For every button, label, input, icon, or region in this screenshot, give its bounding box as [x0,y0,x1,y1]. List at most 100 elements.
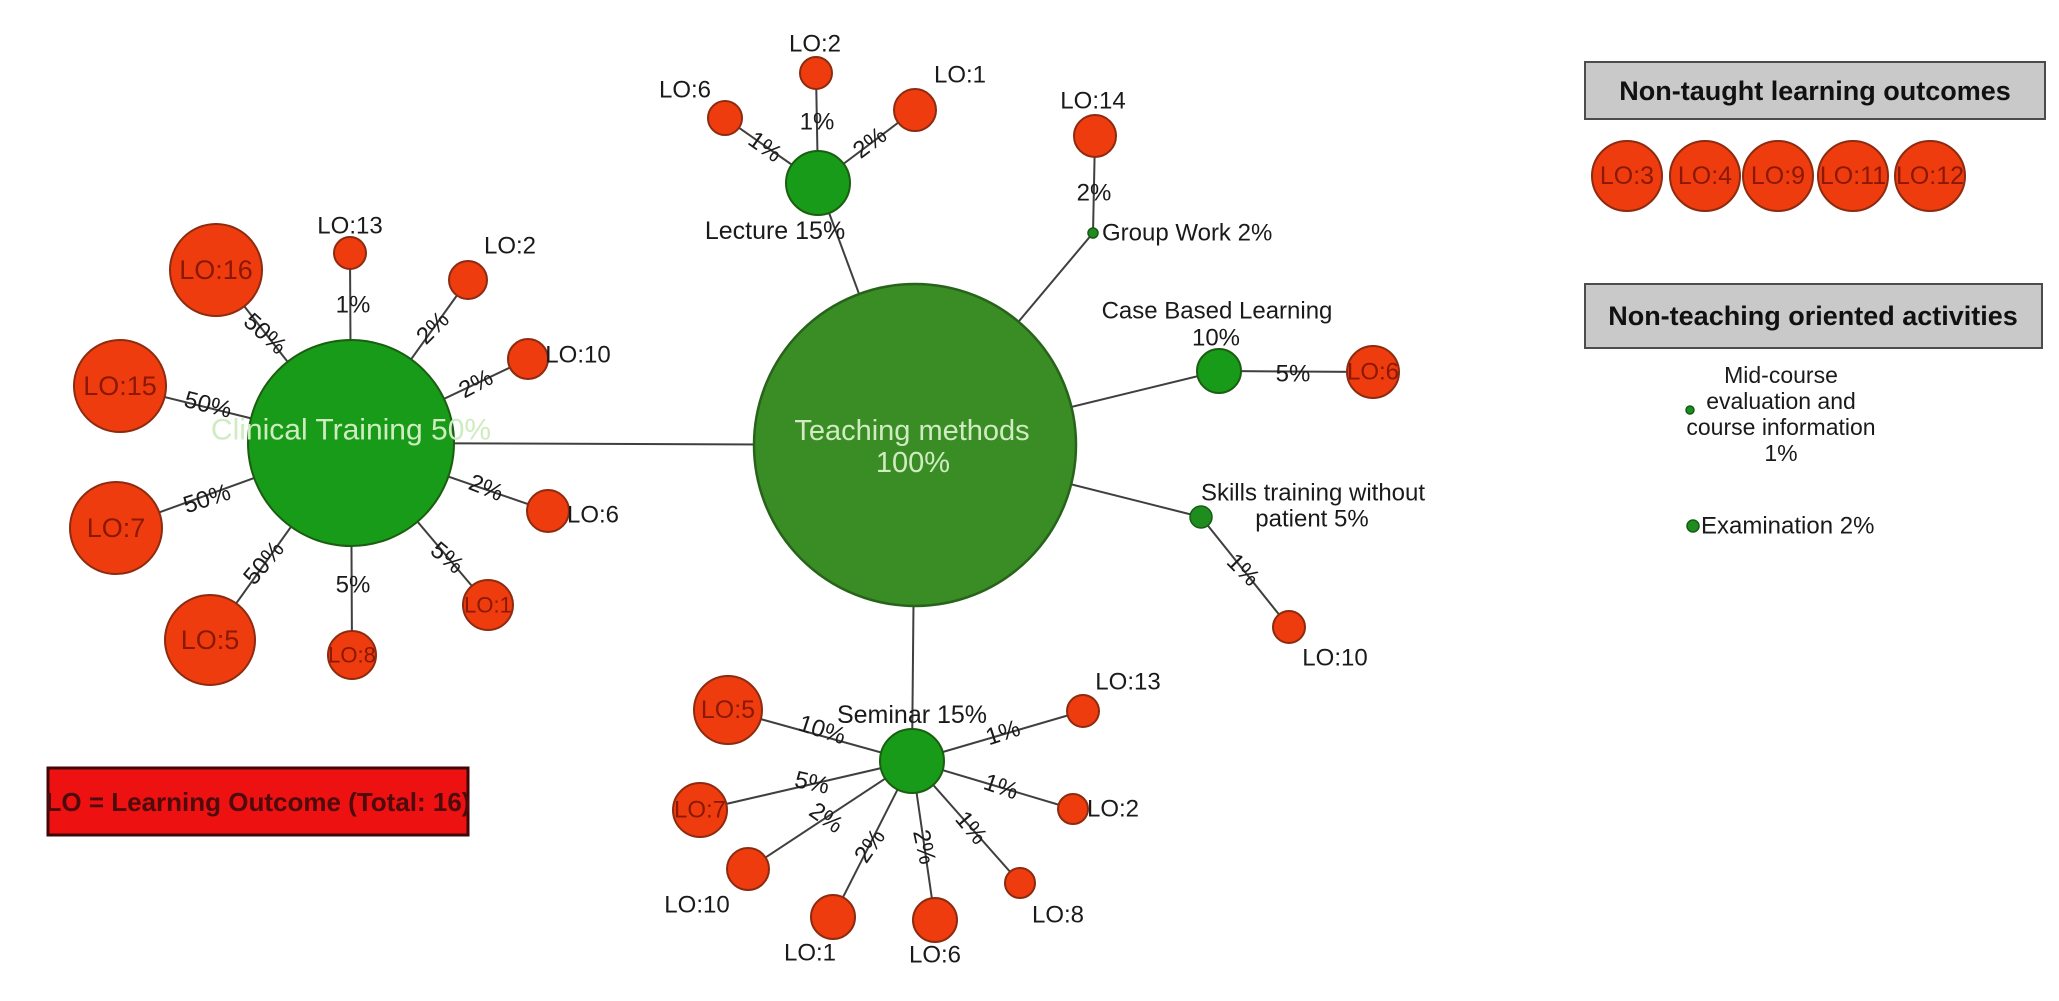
legend-box-label: LO = Learning Outcome (Total: 16) [46,787,471,817]
node-ct-lo8 [327,630,377,680]
label-gw-lo14: LO:14 [1060,88,1125,115]
non-taught-header [1584,61,2046,120]
label-nt-lo4: LO:4 [1678,162,1732,190]
elabel-cbl-lo6: 5% [1276,361,1311,388]
node-ct-lo16 [169,223,263,317]
node-ct-lo15 [73,339,167,433]
node-sem-lo6 [912,897,958,943]
node-gw-lo14 [1073,114,1117,158]
node-sem-lo10 [726,847,770,891]
node-skills-training-dot [1189,505,1213,529]
elabel-sem-lo7: 5% [792,766,832,800]
label-sem-lo10: LO:10 [664,892,729,919]
label-ct-lo10: LO:10 [545,342,610,369]
label-ct-lo2: LO:2 [484,233,536,260]
node-examination-dot [1686,519,1700,533]
label-sem-lo5: LO:5 [701,696,755,724]
label-ct-lo5: LO:5 [181,625,240,655]
node-group-work-dot [1087,227,1099,239]
node-sem-lo1 [810,894,856,940]
label-sem-lo8: LO:8 [1032,902,1084,929]
elabel-ct-lo10: 2% [454,364,497,404]
non-teaching-header-label: Non-teaching oriented activities [1608,301,2018,331]
label-teaching-methods: Teaching methods [794,415,1029,447]
node-nt-lo12 [1894,140,1966,212]
node-sem-lo2 [1057,793,1089,825]
node-lecture [785,150,851,216]
node-lec-lo1 [893,88,937,132]
node-midcourse-dot [1685,405,1695,415]
node-cbl-lo6 [1346,345,1400,399]
label-midcourse-line1: Mid-course [1724,362,1838,388]
label-ct-lo1: LO:1 [464,593,512,618]
label-nt-lo3: LO:3 [1600,162,1654,190]
elabel-sem-lo1: 2% [849,824,891,868]
node-ct-lo13 [333,236,367,270]
elabel-ct-lo6: 2% [465,469,507,507]
node-nt-lo9 [1742,140,1814,212]
elabel-ct-lo16: 50% [238,308,292,360]
label-sem-lo13: LO:13 [1095,669,1160,696]
elabel-ct-lo15: 50% [181,386,234,424]
node-ct-lo6 [526,489,570,533]
label-nt-lo11: LO:11 [1820,162,1886,190]
elabel-ct-lo13: 1% [336,292,371,319]
elabel-lec-lo1: 2% [848,122,892,164]
elabel-sem-lo10: 2% [804,797,848,839]
elabel-ct-lo2: 2% [411,306,455,350]
label-seminar: Seminar 15% [837,701,987,729]
node-ct-lo2 [448,260,488,300]
node-nt-lo11 [1817,140,1889,212]
label-sem-lo7: LO:7 [674,797,726,824]
node-sem-lo8 [1004,867,1036,899]
label-lec-lo1: LO:1 [934,62,986,89]
label-sem-lo1: LO:1 [784,940,836,967]
elabel-sem-lo2: 1% [980,769,1022,806]
label-ct-lo7: LO:7 [87,513,146,543]
elabel-ct-lo7: 50% [180,479,234,520]
node-case-based-learning [1196,348,1242,394]
node-sem-lo7 [672,782,728,838]
label-midcourse-line4: 1% [1764,440,1797,466]
elabel-ct-lo8: 5% [336,572,371,599]
edge-seminar-lo7 [699,760,913,811]
elabel-sk-lo10: 1% [1221,548,1265,592]
label-ct-lo13: LO:13 [317,213,382,240]
edge-skills-lo10 [1200,516,1290,628]
label-sk-lo10: LO:10 [1302,645,1367,672]
label-nt-lo9: LO:9 [1751,162,1805,190]
node-teaching-methods [752,282,1078,608]
elabel-ct-lo5: 50% [238,536,290,590]
label-ct-lo15: LO:15 [83,371,157,401]
node-clinical-training [247,339,455,547]
label-nt-lo12: LO:12 [1896,162,1964,190]
label-skills-line1: Skills training without [1201,480,1425,507]
label-cbl-lo6: LO:6 [1347,359,1399,386]
label-clinical-training: Clinical Training 50% [211,414,491,447]
label-group-work: Group Work 2% [1102,220,1272,247]
node-lec-lo2 [799,56,833,90]
elabel-lec-lo6: 1% [743,126,787,168]
label-midcourse-line3: course information [1686,414,1875,440]
node-sem-lo13 [1066,694,1100,728]
label-ct-lo16: LO:16 [179,255,253,285]
node-sem-lo5 [693,675,763,745]
node-ct-lo1 [462,579,514,631]
label-examination: Examination 2% [1701,513,1874,540]
label-cbl-line2: 10% [1192,325,1240,352]
label-sem-lo6: LO:6 [909,942,961,969]
node-ct-lo7 [69,481,163,575]
label-sem-lo2: LO:2 [1087,796,1139,823]
node-ct-lo5 [164,594,256,686]
non-teaching-header [1584,283,2043,349]
label-skills-line2: patient 5% [1255,506,1368,533]
label-lec-lo6: LO:6 [659,77,711,104]
node-lec-lo6 [707,100,743,136]
label-teaching-pct: 100% [876,447,950,479]
legend-box [46,766,470,837]
label-midcourse-line2: evaluation and [1706,388,1856,414]
elabel-gw-lo14: 2% [1077,180,1112,207]
elabel-lec-lo2: 1% [800,109,835,136]
label-lecture: Lecture 15% [705,217,845,245]
